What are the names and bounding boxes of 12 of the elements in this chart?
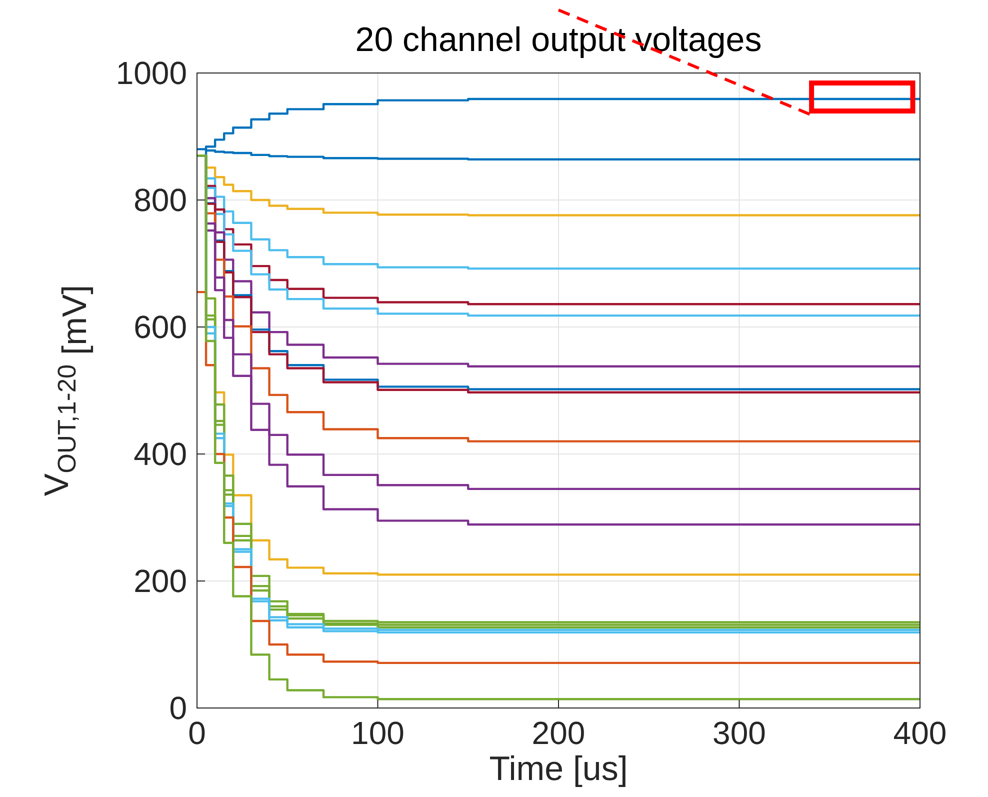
y-tick-label: 1000 [116, 55, 187, 92]
x-tick-label: 400 [893, 715, 947, 751]
x-tick-label: 200 [532, 715, 586, 751]
y-tick-label: 400 [134, 436, 187, 472]
x-axis-title: Time [us] [489, 750, 628, 788]
x-tick-label: 100 [351, 715, 404, 751]
x-tick-label: 300 [712, 715, 766, 751]
chart-title: 20 channel output voltages [355, 21, 762, 59]
y-tick-label: 800 [134, 182, 187, 218]
y-tick-label: 0 [169, 690, 187, 726]
y-tick-label: 200 [134, 563, 187, 600]
y-tick-label: 600 [134, 309, 187, 346]
